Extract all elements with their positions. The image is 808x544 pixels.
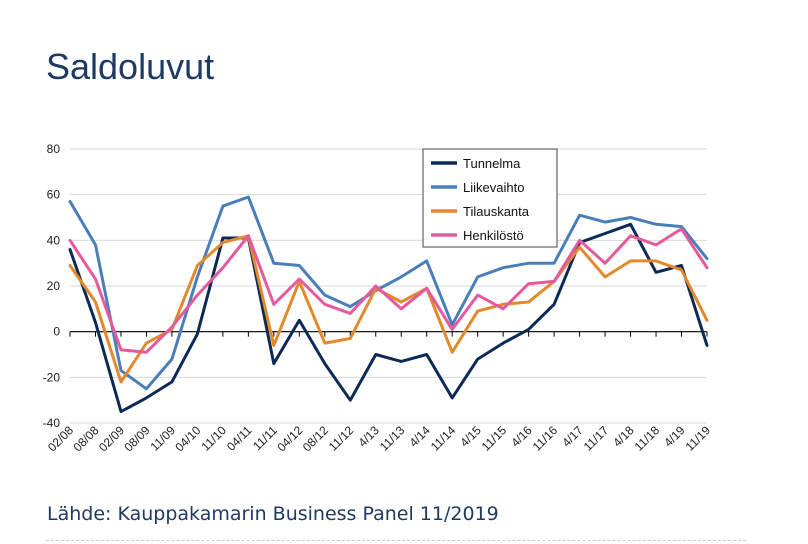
- slide-title: Saldoluvut: [46, 46, 215, 87]
- series-line-henkilöstö: [68, 227, 709, 354]
- x-tick-label: 04/12: [274, 423, 305, 454]
- y-tick-label: 0: [53, 325, 60, 339]
- series-lines: [68, 195, 709, 414]
- gridlines: [70, 148, 707, 424]
- x-tick-label: 02/09: [96, 423, 127, 454]
- y-tick-label: -20: [43, 370, 61, 384]
- y-axis: -40 -20 0 20 40 60 80: [43, 142, 61, 430]
- y-tick-label: 60: [47, 188, 61, 202]
- x-tick-label: 08/09: [121, 423, 152, 454]
- footer-divider: [46, 540, 746, 541]
- x-tick-label: 08/12: [300, 423, 331, 454]
- legend-entry: Tilauskanta: [463, 204, 530, 219]
- legend-box: [422, 148, 558, 248]
- x-tick-label: 11/09: [148, 423, 179, 454]
- legend-entry: Tunnelma: [463, 156, 521, 171]
- source-note: Lähde: Kauppakamarin Business Panel 11/2…: [47, 503, 499, 525]
- x-axis: 02/0808/0802/0908/0911/0904/1011/1004/11…: [45, 331, 714, 454]
- x-tick-label: 11/10: [198, 423, 229, 454]
- x-tick-label: 11/16: [530, 423, 561, 454]
- x-tick-label: 11/13: [377, 423, 408, 454]
- x-tick-label: 04/11: [224, 423, 255, 454]
- legend-entry: Henkilöstö: [463, 228, 524, 243]
- x-tick-label: 11/11: [250, 423, 280, 453]
- x-tick-label: 04/10: [172, 423, 203, 454]
- x-tick-label: 08/08: [70, 423, 101, 454]
- x-tick-label: 11/18: [632, 423, 663, 454]
- x-tick-label: 11/15: [479, 423, 510, 454]
- series-line-liikevaihto: [68, 195, 709, 391]
- y-tick-label: 20: [47, 279, 61, 293]
- x-tick-label: 11/14: [428, 423, 459, 454]
- x-tick-label: 11/17: [581, 423, 612, 454]
- series-line-tilauskanta: [68, 234, 709, 384]
- legend: Tunnelma Liikevaihto Tilauskanta Henkilöstö: [422, 148, 558, 248]
- y-tick-label: 80: [47, 142, 61, 156]
- legend-entry: Liikevaihto: [463, 180, 524, 195]
- y-tick-label: -40: [43, 416, 61, 430]
- series-line-tunnelma: [68, 222, 709, 414]
- x-tick-label: 11/19: [683, 423, 714, 454]
- y-tick-label: 40: [47, 233, 61, 247]
- x-tick-label: 11/12: [326, 423, 357, 454]
